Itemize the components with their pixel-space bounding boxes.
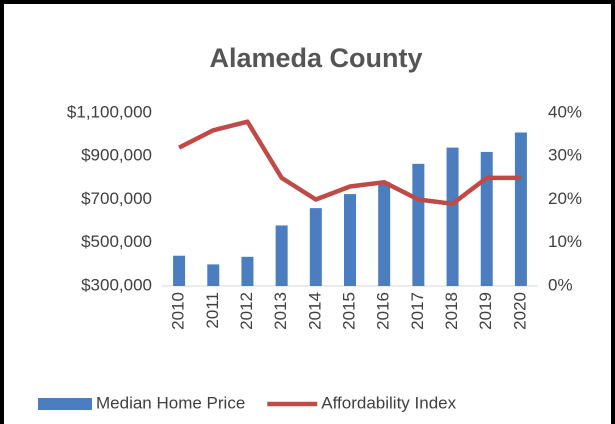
y-tick-label: $700,000 xyxy=(81,189,152,208)
bar xyxy=(275,225,288,286)
bar xyxy=(241,256,254,286)
y2-tick-label: 0% xyxy=(548,275,573,294)
bar xyxy=(514,132,527,286)
x-tick-label: 2012 xyxy=(237,292,256,330)
bar xyxy=(378,182,391,286)
y2-tick-label: 20% xyxy=(548,189,582,208)
y2-tick-label: 30% xyxy=(548,146,582,165)
legend-label: Affordability Index xyxy=(321,393,456,412)
bar xyxy=(412,163,425,286)
y-tick-label: $300,000 xyxy=(81,275,152,294)
chart-title: Alameda County xyxy=(209,43,422,73)
bar xyxy=(207,264,220,286)
x-tick-label: 2014 xyxy=(305,292,324,330)
x-tick-label: 2017 xyxy=(408,292,427,330)
y2-tick-label: 10% xyxy=(548,232,582,251)
x-tick-label: 2019 xyxy=(476,292,495,330)
y2-tick-label: 40% xyxy=(548,102,582,121)
y-tick-label: $1,100,000 xyxy=(67,102,152,121)
bar xyxy=(480,151,493,286)
x-tick-label: 2015 xyxy=(339,292,358,330)
x-tick-label: 2020 xyxy=(510,292,529,330)
y-tick-label: $500,000 xyxy=(81,232,152,251)
legend-label: Median Home Price xyxy=(96,393,245,412)
x-tick-label: 2010 xyxy=(169,292,188,330)
x-tick-label: 2011 xyxy=(203,292,222,329)
x-tick-label: 2013 xyxy=(271,292,290,330)
x-tick-label: 2018 xyxy=(442,292,461,330)
bar xyxy=(309,208,322,286)
x-tick-label: 2016 xyxy=(374,292,393,330)
y-tick-label: $900,000 xyxy=(81,146,152,165)
line xyxy=(178,119,521,207)
legend-swatch xyxy=(38,398,92,410)
bar xyxy=(173,255,186,286)
bar xyxy=(344,194,356,286)
bar xyxy=(446,147,459,286)
